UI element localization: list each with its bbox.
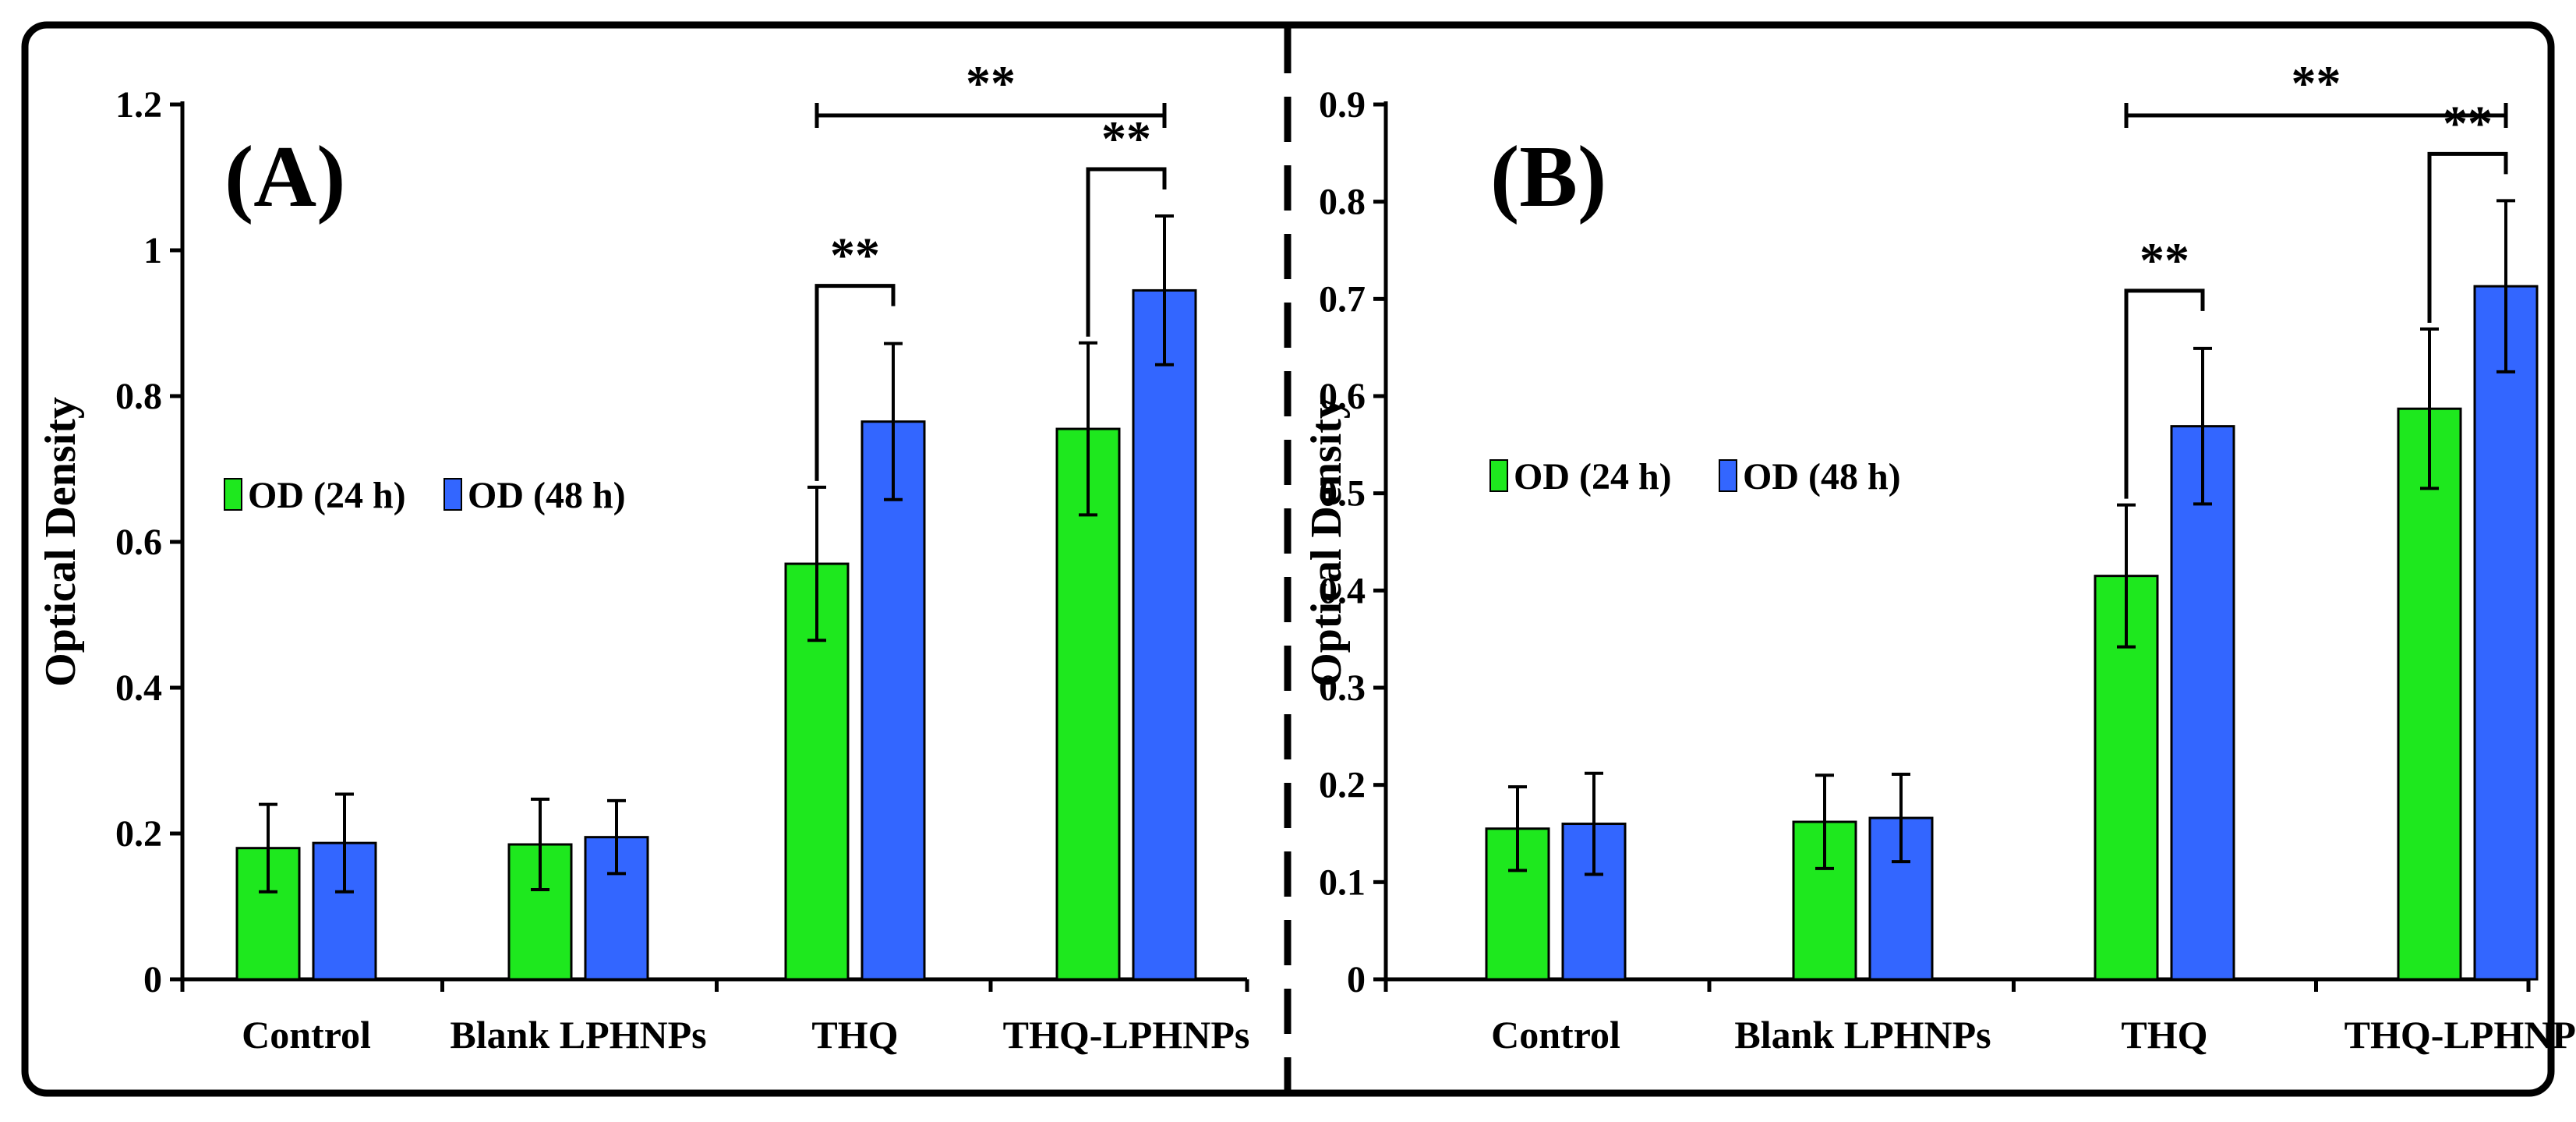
- bar-od48: [860, 420, 926, 981]
- bar-od48: [2473, 285, 2539, 981]
- y-axis-title: Optical Density: [1302, 397, 1351, 687]
- category-label: Control: [1491, 1013, 1620, 1057]
- legend-label: OD (24 h): [1514, 456, 1672, 497]
- bar-od48: [2170, 425, 2235, 981]
- significance-bracket: [1086, 167, 1167, 337]
- chart-panel-b: 0 0.1 0.2 0.3 0.4 0.5 0.6 0.7 0.8 0.9 Control Blank…: [1302, 55, 2576, 1057]
- significance-label: **: [830, 228, 880, 283]
- y-tick-label: 0.3: [1319, 667, 1366, 709]
- significance-label: **: [1101, 111, 1151, 166]
- y-tick-label: 0.5: [1319, 473, 1366, 515]
- y-tick-label: 0.9: [1319, 84, 1366, 126]
- category-label: THQ: [811, 1013, 898, 1057]
- y-axis-title: Optical Density: [37, 397, 85, 687]
- category-label: Blank LPHNPs: [1734, 1013, 1991, 1057]
- legend-label: OD (48 h): [1743, 456, 1901, 497]
- bar-od24: [2397, 407, 2462, 981]
- legend-swatch-od24: [1489, 459, 1508, 492]
- category-label: THQ: [2121, 1013, 2207, 1057]
- category-label: THQ-LPHNPs: [1003, 1013, 1250, 1057]
- bar-od48: [1132, 288, 1197, 981]
- panel-label: (A): [224, 129, 345, 225]
- significance-bracket: [814, 284, 896, 481]
- panel-label: (B): [1490, 129, 1606, 225]
- y-tick-label: 1.2: [115, 84, 162, 126]
- y-tick-label: 0.7: [1319, 278, 1366, 320]
- y-tick-label: 0.2: [1319, 765, 1366, 806]
- y-tick-label: 0.2: [115, 813, 162, 855]
- significance-label: **: [2292, 55, 2341, 111]
- y-tick-label: 0.4: [115, 667, 162, 709]
- chart-panel-a: 0 0.2 0.4 0.6 0.8 1 1.2 Control Blank LPHNPs THQ T…: [37, 55, 1249, 1057]
- significance-label: **: [2443, 95, 2493, 150]
- legend-swatch-od24: [224, 478, 242, 511]
- y-tick-label: 0.4: [1319, 570, 1366, 611]
- significance-label: **: [2140, 232, 2189, 288]
- significance-bracket: [2124, 288, 2205, 499]
- figure-frame: [21, 21, 2555, 1097]
- y-tick-label: 0.6: [1319, 376, 1366, 417]
- legend-swatch-od48: [443, 478, 462, 511]
- y-tick-label: 0: [143, 959, 162, 1000]
- significance-label: **: [966, 55, 1016, 111]
- legend-label: OD (24 h): [248, 475, 406, 516]
- bar-od24: [1055, 427, 1121, 981]
- y-tick-label: 0.8: [115, 376, 162, 417]
- legend-label: OD (48 h): [468, 475, 626, 516]
- significance-bracket: [2427, 151, 2508, 323]
- category-label: Blank LPHNPs: [450, 1013, 706, 1057]
- category-label: THQ-LPHNPs: [2345, 1013, 2576, 1057]
- y-tick-label: 0.1: [1319, 862, 1366, 903]
- category-label: Control: [242, 1013, 371, 1057]
- y-tick-label: 0.6: [115, 522, 162, 563]
- y-tick-label: 0: [1347, 959, 1366, 1000]
- legend: OD (24 h) OD (48 h): [1489, 456, 1901, 497]
- y-tick-label: 0.8: [1319, 182, 1366, 223]
- legend-swatch-od48: [1719, 459, 1737, 492]
- y-tick-label: 1: [143, 230, 162, 271]
- legend: OD (24 h) OD (48 h): [224, 475, 626, 516]
